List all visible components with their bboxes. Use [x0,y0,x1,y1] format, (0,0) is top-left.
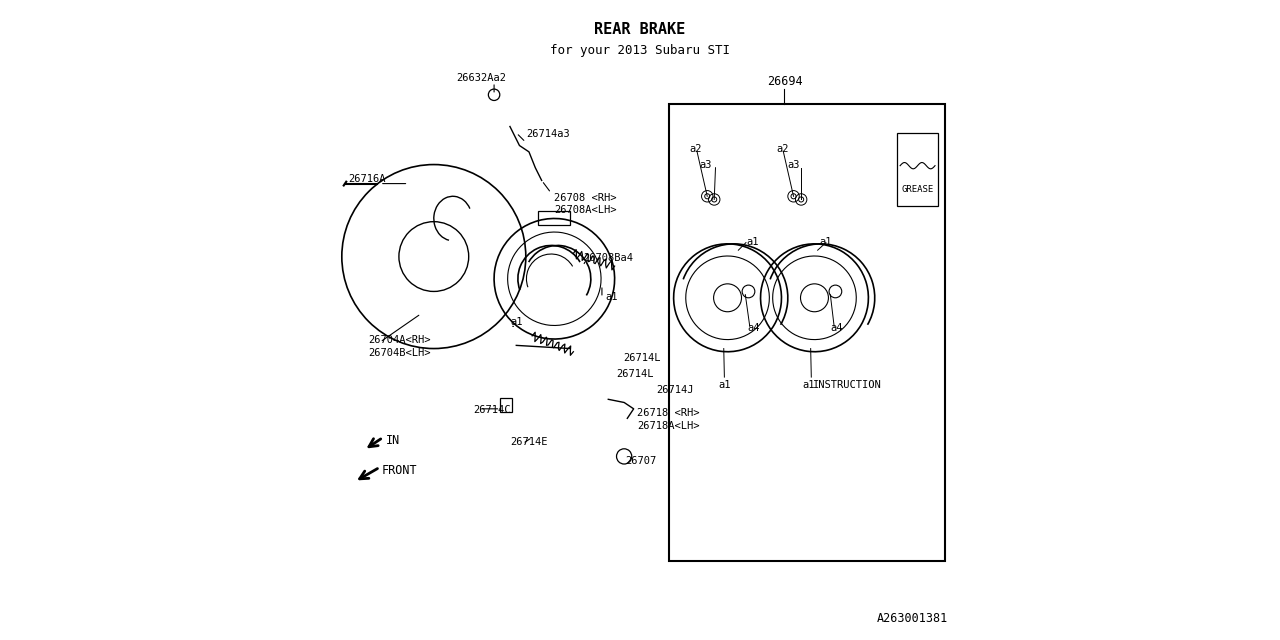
Text: a2: a2 [777,144,788,154]
Text: 26707: 26707 [625,456,657,466]
Text: 26714E: 26714E [509,437,548,447]
Text: 26714C: 26714C [474,405,511,415]
Text: GREASE: GREASE [901,186,933,195]
Text: a1: a1 [718,380,731,390]
Text: a1: a1 [605,292,618,301]
Text: 26718 <RH>: 26718 <RH> [637,408,699,419]
Text: 26632Aa2: 26632Aa2 [456,73,506,83]
Text: 26708 <RH>: 26708 <RH> [554,193,617,202]
Text: REAR BRAKE: REAR BRAKE [594,22,686,37]
Text: 26694: 26694 [767,76,803,88]
Text: a1: a1 [746,237,759,247]
Text: a1: a1 [819,237,832,247]
Text: 26704B<LH>: 26704B<LH> [369,348,431,358]
Text: 26714a3: 26714a3 [526,129,570,139]
Text: for your 2013 Subaru STI: for your 2013 Subaru STI [550,44,730,57]
Text: 26704A<RH>: 26704A<RH> [369,335,431,346]
Text: 26714J: 26714J [655,385,694,395]
Text: a3: a3 [787,159,800,170]
Text: 26708A<LH>: 26708A<LH> [554,205,617,215]
Text: IN: IN [387,434,401,447]
Text: a2: a2 [690,144,701,154]
Text: 26708Ba4: 26708Ba4 [582,253,632,263]
Text: FRONT: FRONT [381,464,417,477]
Text: a3: a3 [700,159,712,170]
Text: 26716A: 26716A [348,173,385,184]
Text: 26714L: 26714L [617,369,654,379]
Text: a4: a4 [831,323,842,333]
Bar [539,211,570,225]
Text: A263001381: A263001381 [877,612,947,625]
Bar [897,133,938,206]
Text: a1: a1 [509,317,522,327]
Text: a4: a4 [748,323,760,333]
Bar [500,398,512,412]
Text: 26718A<LH>: 26718A<LH> [637,421,699,431]
Text: INSTRUCTION: INSTRUCTION [813,380,882,390]
Text: 26714L: 26714L [623,353,660,363]
Text: a1: a1 [803,380,815,390]
